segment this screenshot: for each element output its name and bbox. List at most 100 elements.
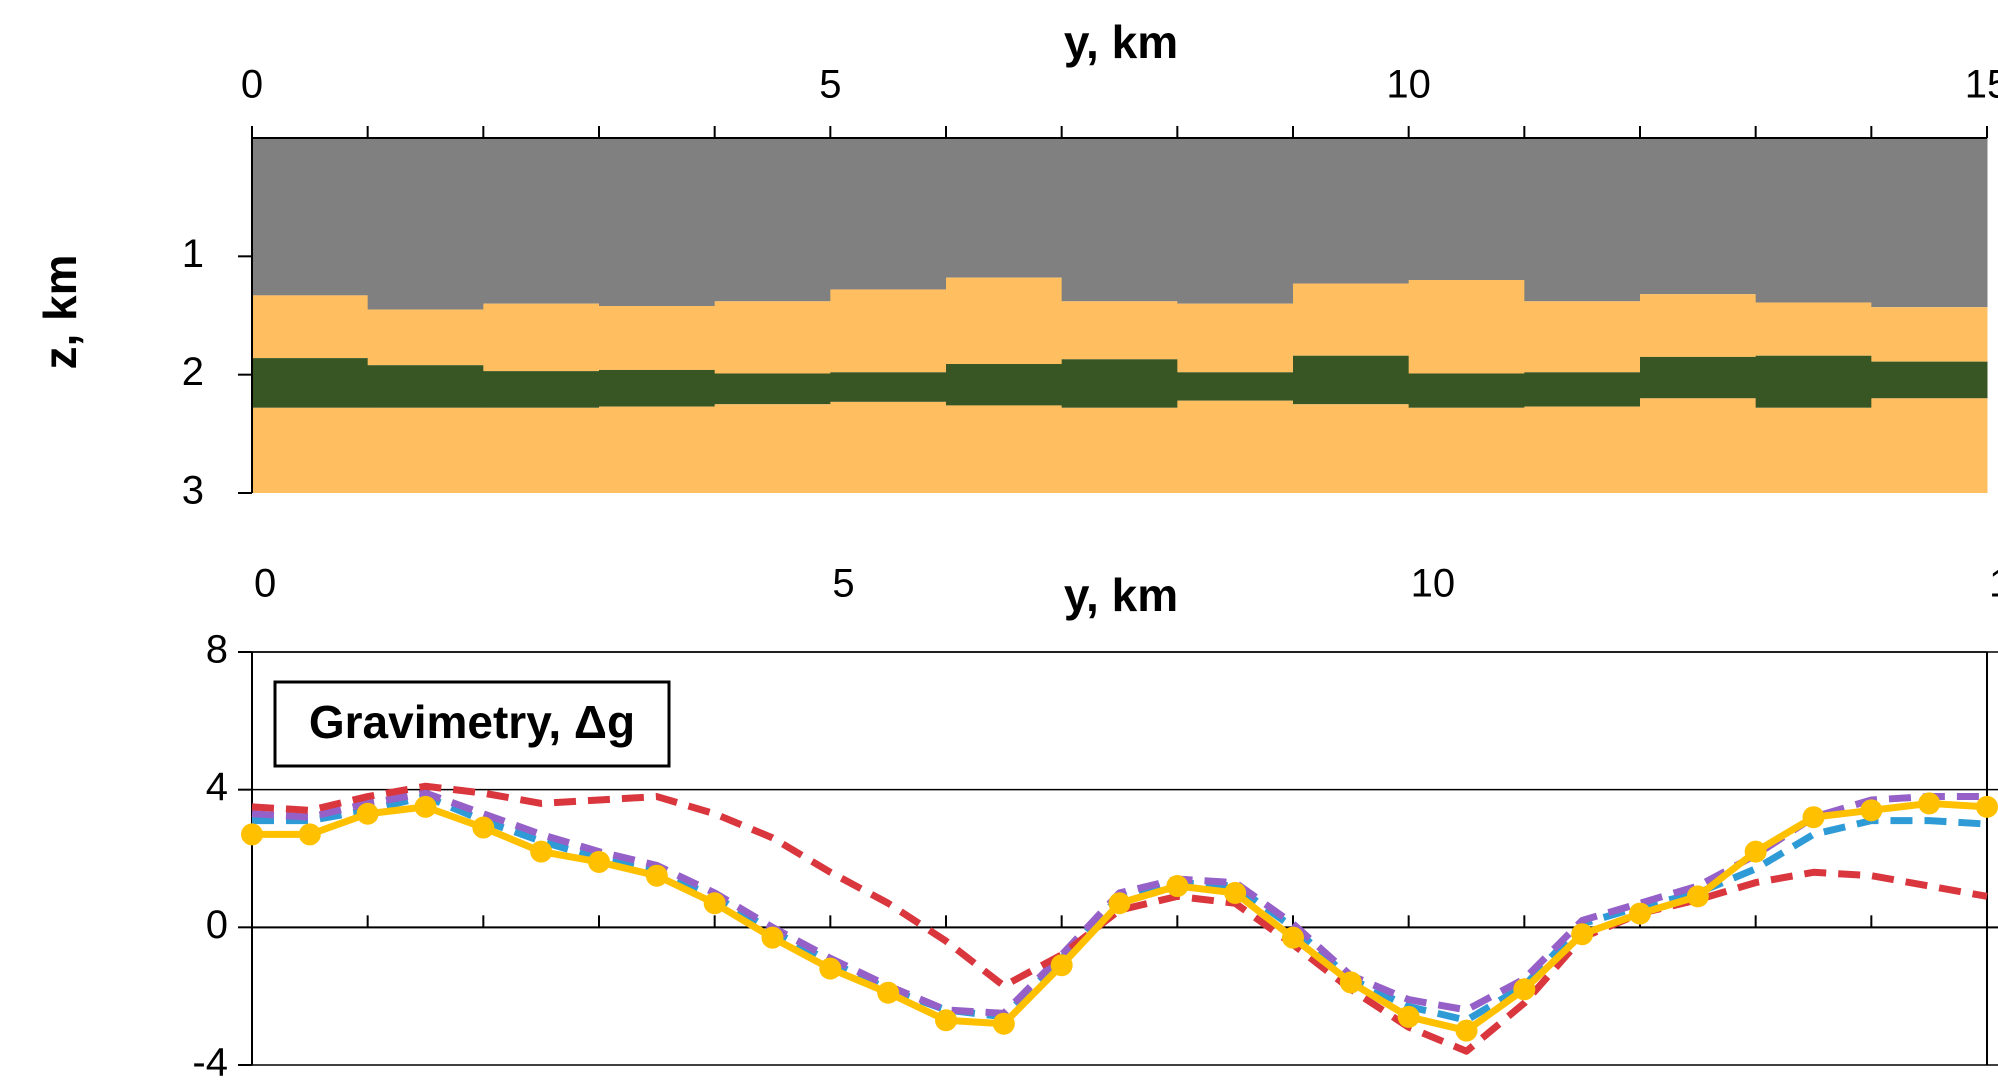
data-point: [1282, 927, 1304, 949]
y-axis-title: z, km: [34, 254, 86, 369]
layer-block: [252, 138, 368, 295]
layer-block: [946, 138, 1062, 278]
layer-block: [1524, 301, 1640, 372]
x-tick-label: 10: [1386, 63, 1431, 107]
data-point: [704, 892, 726, 914]
page: {"chart_data": [ {"type": "layered-secti…: [0, 0, 1998, 1090]
layer-block: [1871, 398, 1987, 493]
x-tick-label: 5: [832, 562, 854, 606]
data-point: [1918, 792, 1940, 814]
data-point: [1513, 978, 1535, 1000]
layer-block: [599, 407, 715, 493]
data-point: [1745, 841, 1767, 863]
layer-block: [715, 138, 831, 301]
y-tick-label: 8: [206, 628, 228, 672]
layer-block: [368, 408, 484, 493]
layer-block: [830, 402, 946, 493]
layer-block: [1177, 372, 1293, 400]
y-tick-label: -4: [192, 1041, 228, 1085]
layer-block: [1640, 357, 1756, 398]
layer-block: [715, 404, 831, 493]
layer-block: [830, 289, 946, 372]
layer-block: [830, 138, 946, 289]
layer-block: [1177, 304, 1293, 373]
layer-block: [1640, 138, 1756, 294]
layer-block: [368, 310, 484, 366]
data-point: [1687, 885, 1709, 907]
figure: 051015123y, kmz, km-4048051015y, kmGravi…: [0, 0, 1998, 1090]
y-tick-label: 3: [182, 469, 204, 513]
layer-block: [946, 364, 1062, 405]
layer-block: [1756, 302, 1872, 355]
layer-block: [1756, 356, 1872, 408]
layer-block: [252, 358, 368, 408]
layer-block: [1177, 138, 1293, 304]
layer-block: [483, 371, 599, 408]
data-point: [1051, 954, 1073, 976]
data-point: [530, 841, 552, 863]
data-point: [1629, 903, 1651, 925]
layer-block: [1293, 138, 1409, 284]
data-point: [1224, 882, 1246, 904]
layer-block: [1409, 138, 1525, 280]
layer-block: [1062, 301, 1178, 359]
data-point: [1109, 892, 1131, 914]
layer-block: [1524, 138, 1640, 301]
layer-block: [1871, 362, 1987, 399]
layer-block: [1524, 372, 1640, 406]
data-point: [646, 865, 668, 887]
x-tick-label: 10: [1411, 562, 1456, 606]
data-point: [415, 796, 437, 818]
layer-block: [946, 278, 1062, 364]
layer-block: [1524, 407, 1640, 493]
data-point: [1456, 1020, 1478, 1042]
layer-block: [1409, 408, 1525, 493]
layer-block: [252, 295, 368, 358]
layer-block: [368, 365, 484, 408]
layer-block: [1409, 280, 1525, 373]
layer-block: [1062, 408, 1178, 493]
data-point: [993, 1013, 1015, 1035]
layer-block: [1871, 138, 1987, 307]
data-point: [762, 927, 784, 949]
layer-block: [1871, 307, 1987, 361]
x-tick-label: 5: [819, 63, 841, 107]
data-point: [1860, 799, 1882, 821]
y-tick-label: 1: [182, 232, 204, 276]
data-point: [1340, 971, 1362, 993]
y-tick-label: 0: [206, 903, 228, 947]
layer-block: [1293, 404, 1409, 493]
layer-block: [1756, 408, 1872, 493]
layer-block: [1293, 356, 1409, 405]
layer-block: [599, 138, 715, 306]
data-point: [1803, 806, 1825, 828]
data-point: [1166, 875, 1188, 897]
layer-block: [1293, 284, 1409, 356]
x-axis-title: y, km: [1064, 16, 1178, 68]
x-tick-label: 0: [254, 562, 276, 606]
layer-block: [1640, 294, 1756, 357]
layer-block: [715, 301, 831, 373]
layer-block: [252, 408, 368, 493]
data-point: [935, 1009, 957, 1031]
data-point: [588, 851, 610, 873]
layer-block: [1640, 398, 1756, 493]
layer-block: [1756, 138, 1872, 302]
layer-block: [1062, 138, 1178, 301]
x-tick-label: 15: [1989, 562, 1998, 606]
layer-block: [599, 306, 715, 370]
annotation: Gravimetry, Δg: [309, 696, 635, 748]
layer-block: [368, 138, 484, 310]
layer-block: [946, 405, 1062, 493]
data-point: [877, 982, 899, 1004]
y-tick-label: 4: [206, 765, 228, 809]
layer-block: [483, 304, 599, 371]
series-line: [252, 803, 1987, 1030]
data-point: [819, 958, 841, 980]
data-point: [472, 817, 494, 839]
layer-block: [483, 138, 599, 304]
data-point: [357, 803, 379, 825]
data-point: [299, 823, 321, 845]
data-point: [1571, 923, 1593, 945]
data-point: [1976, 796, 1998, 818]
